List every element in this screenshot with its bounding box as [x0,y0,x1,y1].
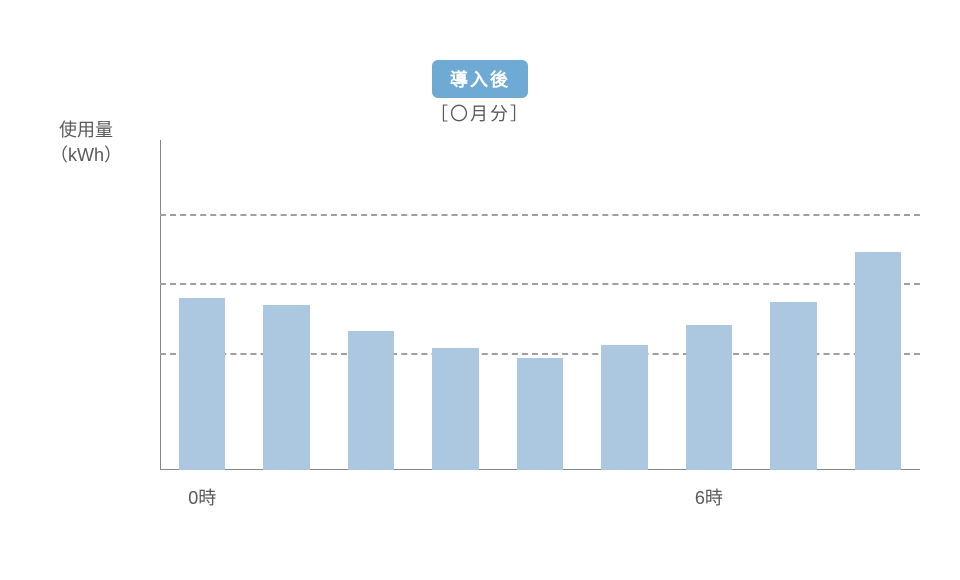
bar [263,305,309,470]
x-tick-label: 6時 [695,484,723,510]
chart-badge: 導入後 [432,60,528,98]
bar [179,298,225,470]
bar [855,252,901,470]
bar [348,331,394,470]
plot-area: 0時6時 [160,140,920,470]
bar [432,348,478,470]
bar [517,358,563,470]
gridline [160,214,920,216]
y-axis-label: 使用量 （kWh） [50,118,122,168]
bar [770,302,816,470]
chart-subtitle: ［〇月分］ [430,100,530,126]
chart-canvas: 導入後 ［〇月分］ 使用量 （kWh） 0時6時 [0,0,960,580]
bar [686,325,732,470]
y-axis [160,140,161,470]
gridline [160,283,920,285]
x-tick-label: 0時 [188,484,216,510]
bar [601,345,647,470]
